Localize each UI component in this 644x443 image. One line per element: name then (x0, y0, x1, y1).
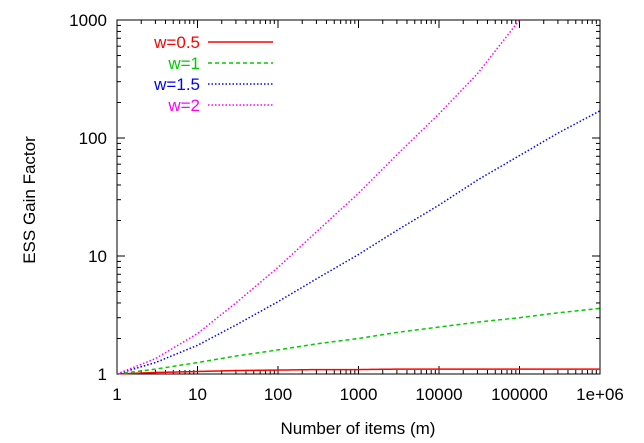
x-tick-label: 1000 (340, 385, 378, 404)
legend: w=0.5 w=1 w=1.5 w=2 (153, 33, 273, 115)
x-tick-label: 100000 (491, 385, 548, 404)
series-line-w=1.5 (116, 110, 601, 375)
y-tick-label: 10 (88, 247, 107, 266)
series-lines (116, 19, 601, 375)
series-line-w=1 (116, 307, 601, 375)
x-axis-label: Number of items (m) (281, 419, 436, 438)
legend-label: w=2 (167, 96, 200, 115)
x-tick-label: 1e+06 (576, 385, 624, 404)
x-tick-label: 1 (112, 385, 121, 404)
x-tick-label: 10 (188, 385, 207, 404)
y-tick-label: 1 (98, 365, 107, 384)
series-line-w=0.5 (116, 368, 600, 375)
y-axis-ticks: 1 10 100 1000 (69, 11, 600, 384)
x-tick-label: 10000 (415, 385, 462, 404)
legend-label: w=1.5 (153, 75, 200, 94)
x-axis-ticks: 1 10 100 1000 10000 100000 1e+06 (112, 20, 624, 404)
legend-label: w=1 (167, 54, 200, 73)
y-axis-label: ESS Gain Factor (20, 136, 39, 264)
series-line-w=2 (116, 19, 521, 375)
legend-label: w=0.5 (153, 33, 200, 52)
plot-frame (116, 19, 601, 375)
x-tick-label: 100 (264, 385, 292, 404)
y-tick-label: 1000 (69, 11, 107, 30)
y-tick-label: 100 (79, 129, 107, 148)
